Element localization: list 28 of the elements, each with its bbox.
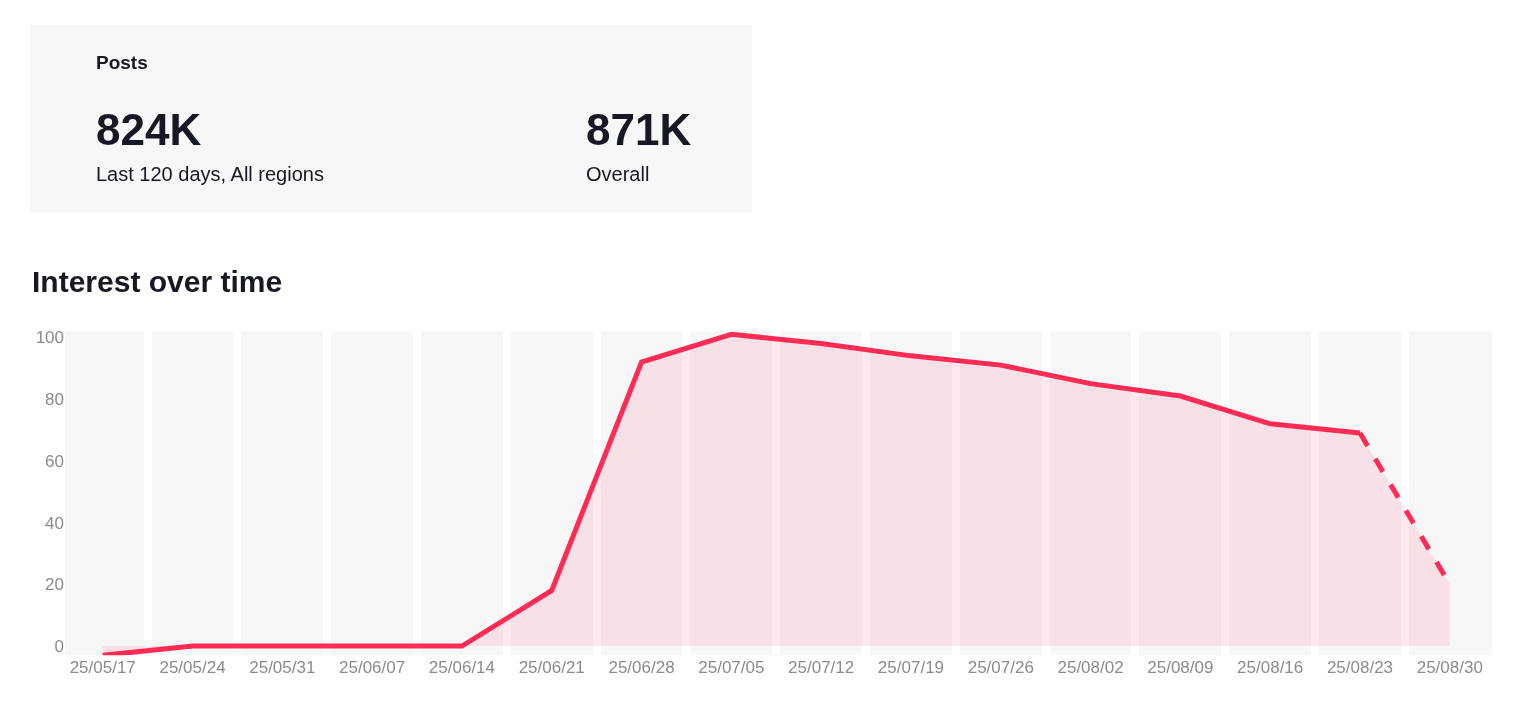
x-tick-label: 25/06/28 [608, 658, 675, 678]
x-tick-label: 25/08/23 [1326, 658, 1394, 678]
x-tick-label: 25/07/26 [967, 658, 1034, 678]
y-tick-label: 80 [45, 390, 64, 410]
x-tick-label: 25/07/12 [788, 658, 855, 678]
x-tick-label: 25/08/16 [1237, 658, 1304, 678]
x-tick-label: 25/08/02 [1057, 658, 1124, 678]
x-tick-label: 25/05/24 [159, 658, 226, 678]
y-tick-label: 40 [45, 513, 64, 533]
text: Posts [96, 52, 148, 73]
y-tick-label: 0 [54, 637, 64, 657]
y-tick-label: 60 [45, 451, 64, 471]
chart-title: Interest over time [32, 265, 283, 298]
x-tick-label: 25/06/07 [339, 658, 406, 678]
x-tick-label: 25/07/19 [877, 658, 945, 678]
text: 824K [96, 105, 202, 154]
y-tick-label: 20 [45, 575, 64, 595]
text: 871K [586, 105, 692, 154]
text: Last 120 days, All regions [96, 163, 324, 185]
x-tick-label: 25/08/09 [1147, 658, 1214, 678]
x-tick-label: 25/06/21 [518, 658, 585, 678]
x-tick-label: 25/05/31 [249, 658, 316, 678]
x-tick-label: 25/05/17 [69, 658, 136, 678]
x-tick-label: 25/07/05 [698, 658, 765, 678]
y-tick-label: 100 [35, 328, 64, 348]
text: Overall [586, 163, 650, 185]
x-tick-label: 25/06/14 [428, 658, 496, 678]
x-tick-label: 25/08/30 [1416, 658, 1483, 678]
